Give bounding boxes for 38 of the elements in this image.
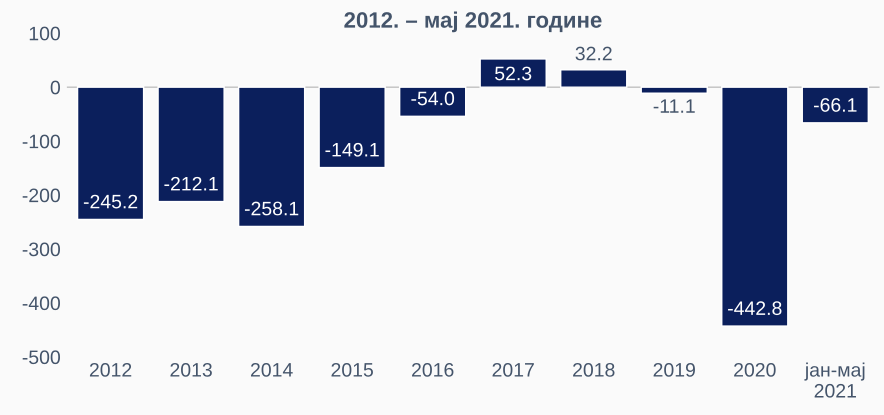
- bar: [76, 86, 144, 220]
- x-tick-label: 2015: [332, 362, 373, 377]
- bar: [802, 86, 869, 124]
- bar: [560, 69, 628, 88]
- bar: [398, 86, 466, 117]
- y-tick-label: -500: [22, 350, 60, 364]
- data-label: 52.3: [495, 66, 532, 80]
- data-label: -66.1: [814, 98, 857, 112]
- x-tick-label: 2016: [412, 362, 454, 377]
- x-tick-label: 2018: [573, 362, 615, 377]
- data-label: -258.1: [244, 202, 298, 216]
- data-label: -54.0: [411, 92, 454, 106]
- x-tick-label: 2017: [492, 362, 534, 377]
- data-label: -212.1: [164, 176, 218, 190]
- data-label: -442.8: [728, 301, 782, 316]
- y-tick-label: 100: [30, 26, 60, 40]
- data-label: -11.1: [654, 99, 695, 113]
- bar: [721, 86, 788, 327]
- bar: [318, 86, 386, 168]
- x-tick-label: 2020: [734, 362, 776, 377]
- y-tick-label: -300: [22, 242, 60, 256]
- data-label: 32.2: [576, 46, 612, 60]
- chart-title: 2012. – мај 2021. године: [344, 12, 602, 32]
- x-tick-label: 2019: [654, 362, 695, 377]
- x-tick-label: 2012: [90, 362, 132, 377]
- y-tick-label: 0: [50, 80, 60, 94]
- bar: [238, 86, 306, 228]
- bar: [640, 86, 708, 94]
- data-label: -245.2: [84, 194, 138, 208]
- x-tick-label: 2013: [170, 362, 212, 377]
- x-tick-label: 2014: [250, 362, 293, 377]
- y-tick-label: -400: [22, 296, 60, 310]
- y-tick-label: -200: [22, 188, 60, 202]
- bar: [157, 86, 225, 202]
- y-tick-label: -100: [22, 134, 60, 148]
- data-label: -149.1: [325, 142, 379, 157]
- bar: [479, 58, 547, 88]
- x-tick-label: јан-мај 2021: [804, 362, 864, 398]
